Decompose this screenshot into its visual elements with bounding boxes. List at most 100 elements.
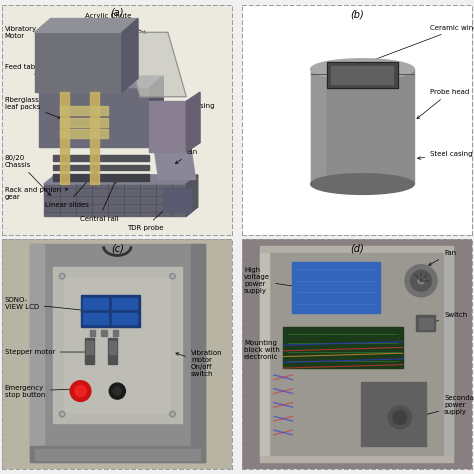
Circle shape [388, 406, 411, 429]
Polygon shape [311, 69, 414, 184]
Polygon shape [101, 330, 107, 336]
Polygon shape [90, 330, 95, 336]
Circle shape [109, 383, 125, 399]
Polygon shape [149, 101, 186, 152]
Polygon shape [186, 175, 198, 216]
Polygon shape [191, 244, 205, 462]
Polygon shape [122, 32, 186, 97]
Polygon shape [30, 244, 44, 462]
Polygon shape [149, 76, 163, 147]
Polygon shape [311, 69, 325, 184]
Polygon shape [60, 118, 108, 127]
Polygon shape [35, 18, 138, 32]
Polygon shape [109, 340, 116, 355]
Circle shape [113, 387, 121, 395]
Ellipse shape [311, 173, 414, 194]
Polygon shape [122, 18, 138, 92]
Polygon shape [154, 147, 195, 180]
Circle shape [393, 410, 407, 424]
Polygon shape [86, 340, 93, 355]
Text: Probe head: Probe head [417, 89, 470, 118]
Text: Rack and pinion
gear: Rack and pinion gear [5, 187, 68, 200]
Polygon shape [292, 263, 380, 313]
Polygon shape [444, 253, 453, 456]
Polygon shape [361, 382, 426, 447]
Polygon shape [83, 313, 108, 324]
Text: High
voltage
power
supply: High voltage power supply [244, 267, 316, 294]
Polygon shape [111, 313, 137, 324]
Text: Vibratory
Motor: Vibratory Motor [5, 26, 50, 53]
Text: Vibration
motor
On/off
switch: Vibration motor On/off switch [176, 350, 222, 377]
Polygon shape [39, 88, 149, 147]
Polygon shape [417, 315, 435, 331]
Text: 80/20
Chassis: 80/20 Chassis [5, 155, 51, 195]
Polygon shape [283, 327, 402, 368]
Text: Secondary
power
supply: Secondary power supply [397, 395, 474, 423]
Polygon shape [331, 66, 393, 84]
Polygon shape [2, 5, 232, 235]
Polygon shape [53, 164, 149, 170]
Circle shape [75, 385, 86, 397]
Circle shape [59, 273, 65, 279]
Text: Fan: Fan [429, 250, 456, 265]
Polygon shape [81, 294, 140, 327]
Text: Steel casing: Steel casing [418, 151, 473, 159]
Text: Stepper motor: Stepper motor [5, 349, 91, 355]
Polygon shape [44, 184, 186, 216]
Polygon shape [44, 175, 198, 184]
Circle shape [410, 270, 431, 291]
Polygon shape [108, 338, 117, 364]
Circle shape [61, 413, 64, 416]
Polygon shape [113, 330, 118, 336]
Circle shape [70, 381, 91, 401]
Polygon shape [269, 253, 444, 456]
Ellipse shape [311, 59, 414, 80]
Polygon shape [186, 92, 200, 152]
Circle shape [170, 411, 175, 417]
Text: (c): (c) [111, 244, 124, 254]
Polygon shape [260, 253, 269, 456]
Text: Switch: Switch [429, 312, 467, 324]
Text: Ceramic window: Ceramic window [371, 25, 474, 61]
Text: Housing: Housing [176, 103, 215, 118]
Circle shape [418, 278, 424, 284]
Polygon shape [419, 318, 433, 329]
Text: Acrylic Chute: Acrylic Chute [85, 13, 146, 33]
Polygon shape [163, 189, 191, 212]
Polygon shape [60, 129, 108, 138]
Polygon shape [327, 62, 398, 88]
Circle shape [170, 273, 175, 279]
Polygon shape [35, 448, 200, 460]
Circle shape [171, 413, 174, 416]
Polygon shape [53, 173, 149, 181]
Polygon shape [35, 32, 122, 92]
Polygon shape [85, 338, 94, 364]
Polygon shape [39, 76, 163, 88]
Text: (d): (d) [350, 244, 364, 254]
Polygon shape [90, 92, 99, 184]
Circle shape [405, 264, 437, 297]
Text: Fiberglass
leaf packs: Fiberglass leaf packs [5, 97, 61, 118]
Polygon shape [64, 278, 170, 412]
Text: Feed table: Feed table [5, 64, 57, 88]
Polygon shape [83, 298, 108, 310]
Circle shape [171, 275, 174, 278]
Polygon shape [30, 447, 205, 462]
Text: Bin: Bin [175, 149, 198, 164]
Polygon shape [53, 155, 149, 161]
Polygon shape [111, 298, 137, 310]
Text: SONO-
VIEW LCD: SONO- VIEW LCD [5, 297, 84, 311]
Circle shape [61, 275, 64, 278]
Text: TDR probe: TDR probe [127, 205, 170, 231]
Polygon shape [60, 106, 108, 115]
Text: (a): (a) [110, 7, 124, 17]
Text: Mounting
block with
electronic: Mounting block with electronic [244, 340, 326, 360]
Text: (b): (b) [350, 9, 364, 19]
Polygon shape [53, 267, 182, 423]
Text: Central rail: Central rail [80, 181, 118, 221]
Polygon shape [30, 244, 205, 462]
Polygon shape [60, 92, 69, 184]
Polygon shape [260, 246, 453, 462]
Circle shape [59, 411, 65, 417]
Text: Emergency
stop button: Emergency stop button [5, 384, 77, 398]
